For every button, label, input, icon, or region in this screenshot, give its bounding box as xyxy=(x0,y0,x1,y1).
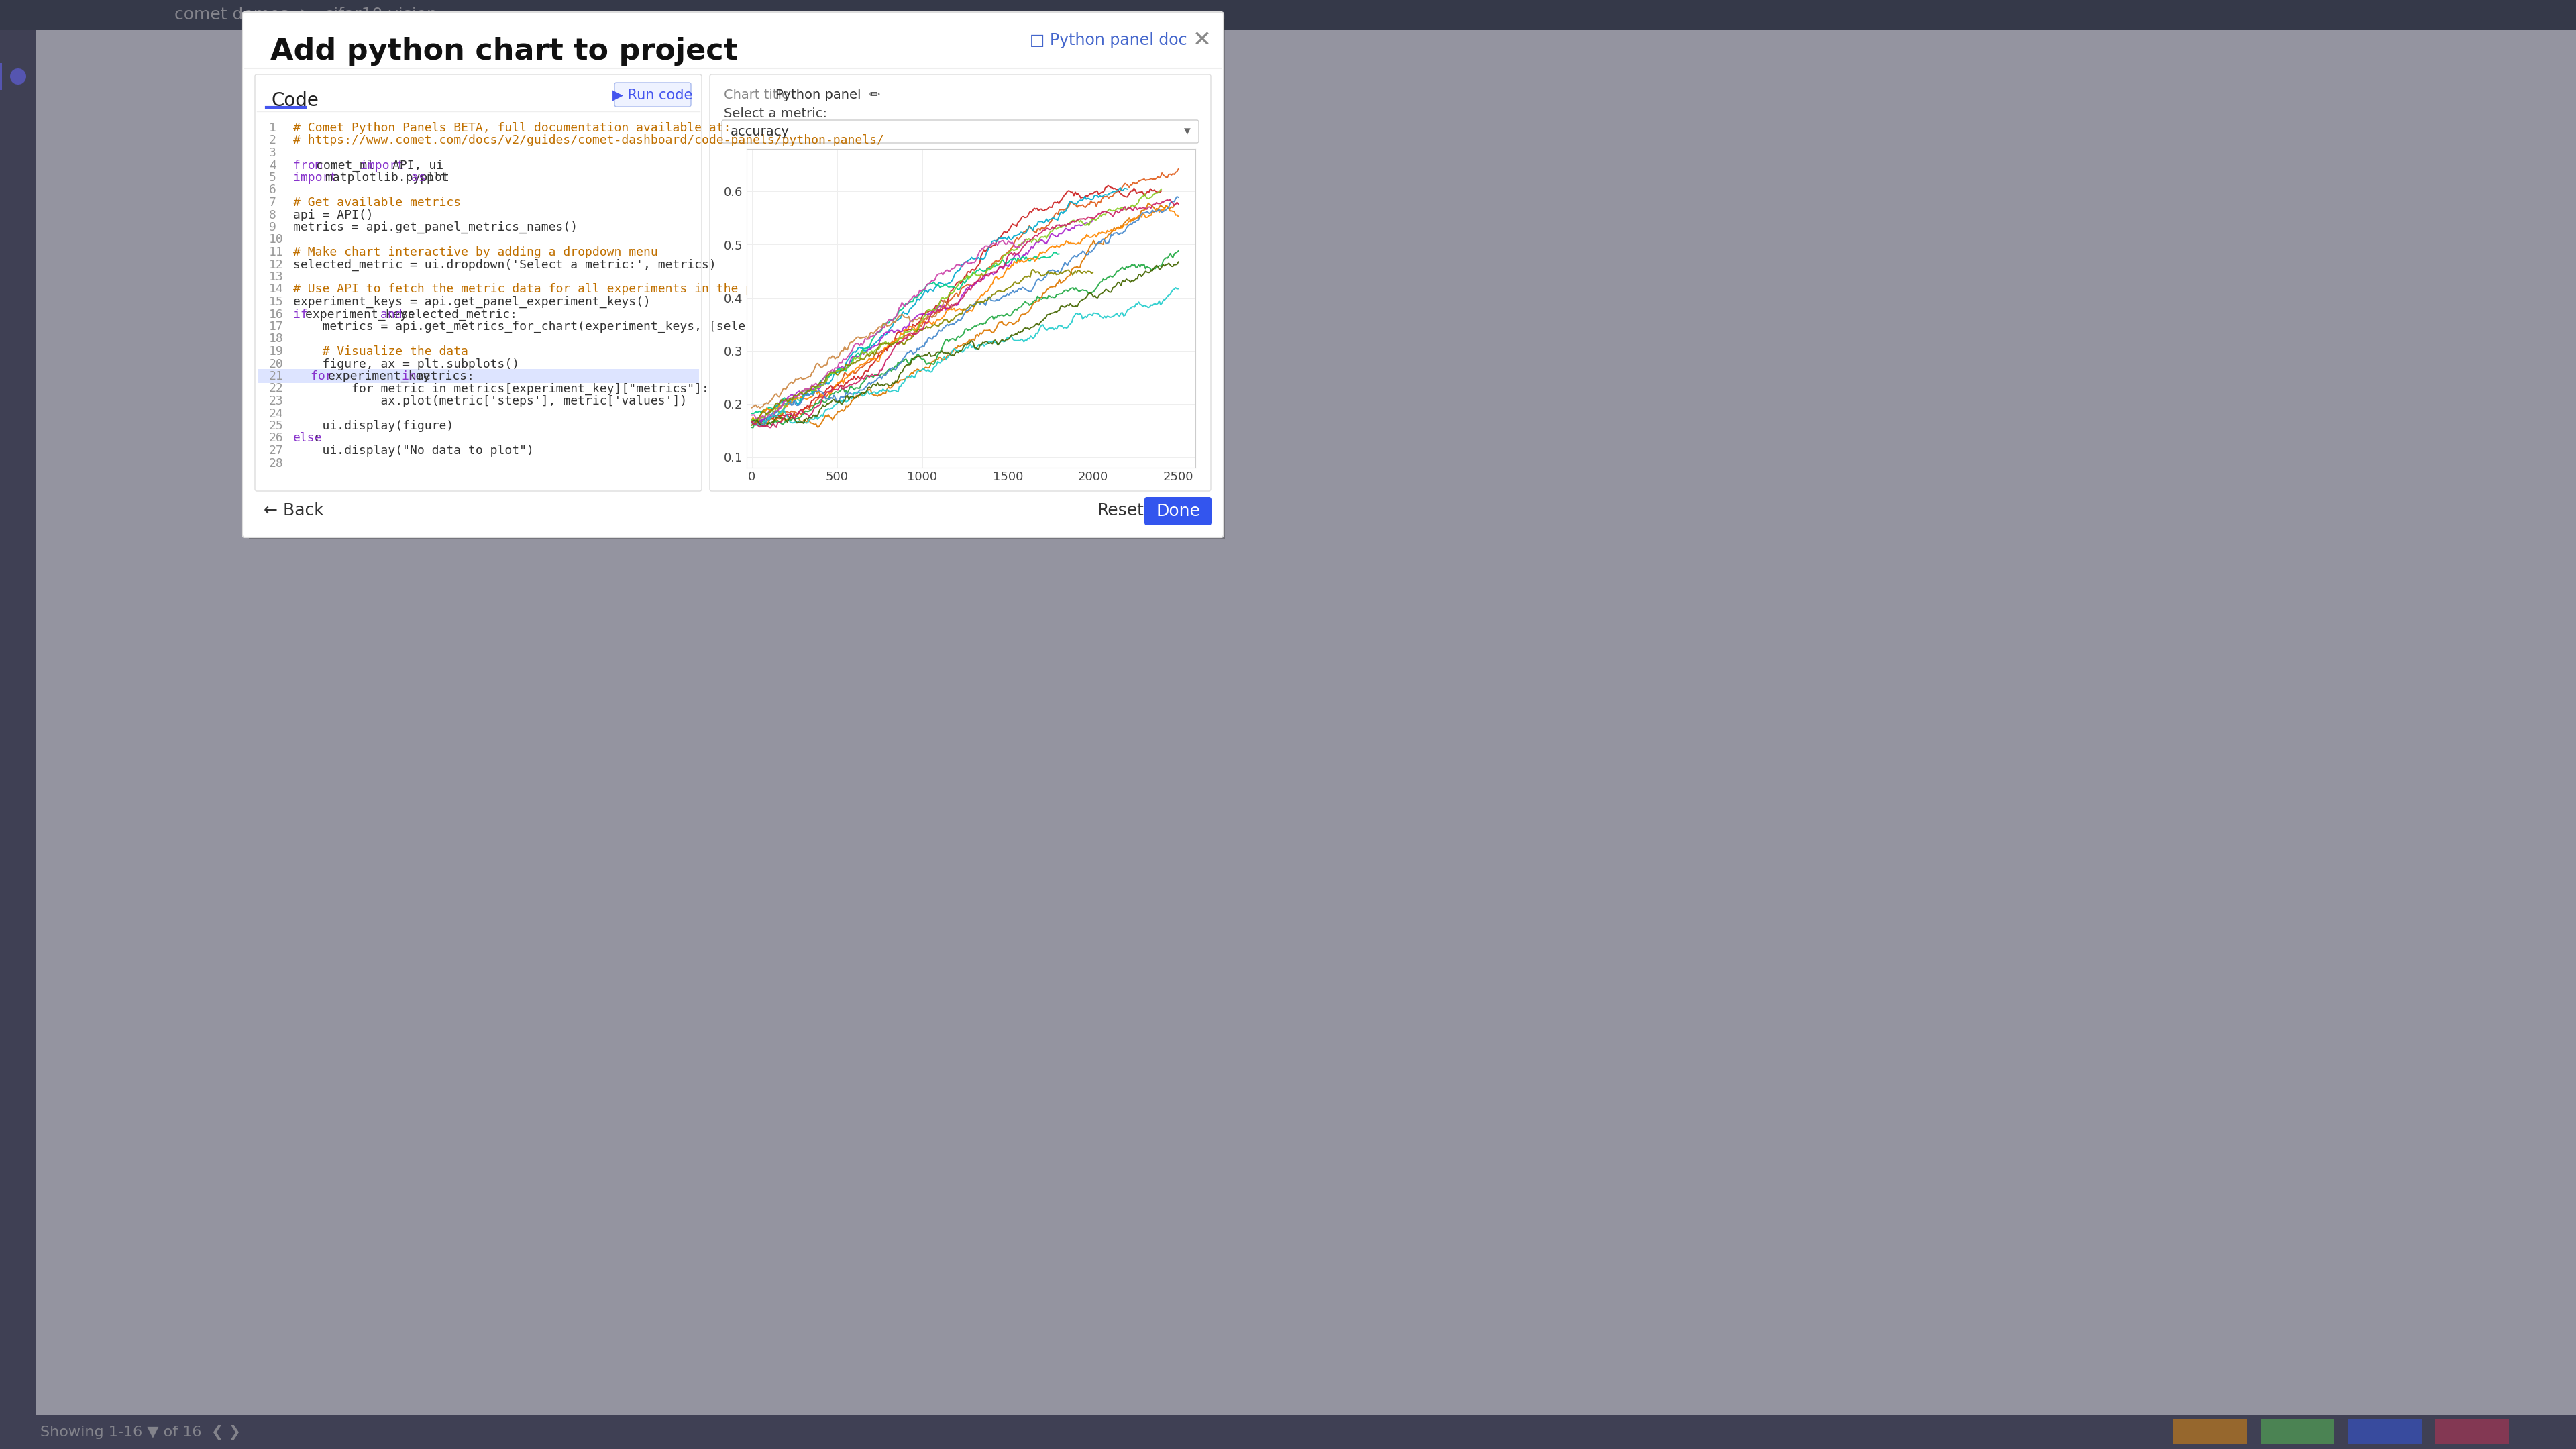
Text: 6: 6 xyxy=(268,184,276,196)
Text: 28: 28 xyxy=(268,458,283,469)
Text: ▾: ▾ xyxy=(1185,125,1190,138)
Text: :: : xyxy=(314,432,319,445)
Text: □ Python panel doc: □ Python panel doc xyxy=(1030,32,1188,48)
Text: 12: 12 xyxy=(268,258,283,271)
Text: 21: 21 xyxy=(268,371,283,383)
Text: Done: Done xyxy=(1157,503,1200,519)
Text: 20: 20 xyxy=(268,358,283,369)
Text: metrics = api.get_panel_metrics_names(): metrics = api.get_panel_metrics_names() xyxy=(294,222,577,233)
FancyBboxPatch shape xyxy=(255,74,701,491)
Text: 19: 19 xyxy=(268,345,283,358)
Text: ▶ Run code: ▶ Run code xyxy=(613,88,693,101)
Text: Code: Code xyxy=(270,91,319,110)
Text: 9: 9 xyxy=(268,222,276,233)
Text: # Use API to fetch the metric data for all experiments in the panel scope: # Use API to fetch the metric data for a… xyxy=(294,284,827,296)
Text: 5: 5 xyxy=(268,172,276,184)
Text: API, ui: API, ui xyxy=(392,159,443,171)
Text: 17: 17 xyxy=(268,320,283,333)
Text: experiment_keys = api.get_panel_experiment_keys(): experiment_keys = api.get_panel_experime… xyxy=(294,296,652,309)
Bar xyxy=(250,19,1226,539)
Text: ui.display("No data to plot"): ui.display("No data to plot") xyxy=(294,445,533,456)
Bar xyxy=(0,29,36,1449)
Text: # Comet Python Panels BETA, full documentation available at:: # Comet Python Panels BETA, full documen… xyxy=(294,122,732,135)
Text: experiment_key: experiment_key xyxy=(327,371,438,383)
Text: 26: 26 xyxy=(268,432,283,445)
Text: 18: 18 xyxy=(268,333,283,345)
Text: # Visualize the data: # Visualize the data xyxy=(294,345,469,358)
Text: else: else xyxy=(294,432,322,445)
Text: ui.display(figure): ui.display(figure) xyxy=(294,420,453,432)
Bar xyxy=(2174,1419,2246,1445)
Text: # Get available metrics: # Get available metrics xyxy=(294,197,461,209)
Text: 2: 2 xyxy=(268,135,276,146)
Bar xyxy=(258,369,698,383)
Text: 13: 13 xyxy=(268,271,283,283)
Text: 15: 15 xyxy=(268,296,283,309)
FancyBboxPatch shape xyxy=(242,12,1224,538)
Text: 16: 16 xyxy=(268,309,283,320)
FancyBboxPatch shape xyxy=(721,120,1198,143)
FancyBboxPatch shape xyxy=(1144,497,1211,525)
Text: selected_metric = ui.dropdown('Select a metric:', metrics): selected_metric = ui.dropdown('Select a … xyxy=(294,258,716,271)
Text: 1: 1 xyxy=(268,122,276,135)
Text: # Make chart interactive by adding a dropdown menu: # Make chart interactive by adding a dro… xyxy=(294,246,657,258)
Text: comet_ml: comet_ml xyxy=(317,159,381,171)
Text: ✕: ✕ xyxy=(1193,29,1211,51)
Text: 22: 22 xyxy=(268,383,283,394)
Bar xyxy=(2262,1419,2334,1445)
Text: 27: 27 xyxy=(268,445,283,456)
Text: 7: 7 xyxy=(268,197,276,209)
Text: 8: 8 xyxy=(268,209,276,222)
Text: ← Back: ← Back xyxy=(263,503,325,519)
Text: figure, ax = plt.subplots(): figure, ax = plt.subplots() xyxy=(294,358,520,369)
Text: Showing 1-16 ▼ of 16  ❮ ❯: Showing 1-16 ▼ of 16 ❮ ❯ xyxy=(41,1424,242,1440)
Text: comet demos  >  cifar10-vision: comet demos > cifar10-vision xyxy=(175,7,438,23)
Text: in: in xyxy=(402,371,422,383)
Text: Reset: Reset xyxy=(1097,503,1144,519)
Text: from: from xyxy=(294,159,330,171)
Text: # https://www.comet.com/docs/v2/guides/comet-dashboard/code-panels/python-panels: # https://www.comet.com/docs/v2/guides/c… xyxy=(294,135,884,146)
Bar xyxy=(0,0,2576,29)
Text: metrics = api.get_metrics_for_chart(experiment_keys, [selected_metric]): metrics = api.get_metrics_for_chart(expe… xyxy=(294,320,840,333)
Text: ax.plot(metric['steps'], metric['values']): ax.plot(metric['steps'], metric['values'… xyxy=(294,396,688,407)
Text: 25: 25 xyxy=(268,420,283,432)
Text: import: import xyxy=(361,159,412,171)
Circle shape xyxy=(10,68,26,84)
Text: api = API(): api = API() xyxy=(294,209,374,222)
Text: plt: plt xyxy=(425,172,448,184)
Text: if: if xyxy=(294,309,314,320)
Text: as: as xyxy=(412,172,433,184)
Text: experiment_keys: experiment_keys xyxy=(304,309,422,320)
Text: Add python chart to project: Add python chart to project xyxy=(270,38,737,67)
Text: matplotlib.pyplot: matplotlib.pyplot xyxy=(325,172,456,184)
Text: 3: 3 xyxy=(268,146,276,159)
FancyBboxPatch shape xyxy=(616,83,690,107)
Bar xyxy=(0,1416,2576,1449)
Bar xyxy=(2347,1419,2421,1445)
Text: metrics:: metrics: xyxy=(415,371,474,383)
Text: 11: 11 xyxy=(268,246,283,258)
Text: for metric in metrics[experiment_key]["metrics"]:: for metric in metrics[experiment_key]["m… xyxy=(294,383,708,396)
Text: accuracy: accuracy xyxy=(732,125,788,138)
Text: Select a metric:: Select a metric: xyxy=(724,107,827,120)
Text: 14: 14 xyxy=(268,284,283,296)
Bar xyxy=(2434,1419,2509,1445)
Text: selected_metric:: selected_metric: xyxy=(399,309,518,320)
Text: 10: 10 xyxy=(268,233,283,246)
Text: 4: 4 xyxy=(268,159,276,171)
Text: and: and xyxy=(381,309,410,320)
Text: 24: 24 xyxy=(268,407,283,420)
Text: Chart title: Chart title xyxy=(724,88,791,101)
FancyBboxPatch shape xyxy=(711,74,1211,491)
Bar xyxy=(0,0,134,29)
Text: import: import xyxy=(294,172,345,184)
Text: Python panel  ✏: Python panel ✏ xyxy=(775,88,881,101)
Text: for: for xyxy=(312,371,340,383)
Text: 23: 23 xyxy=(268,396,283,407)
